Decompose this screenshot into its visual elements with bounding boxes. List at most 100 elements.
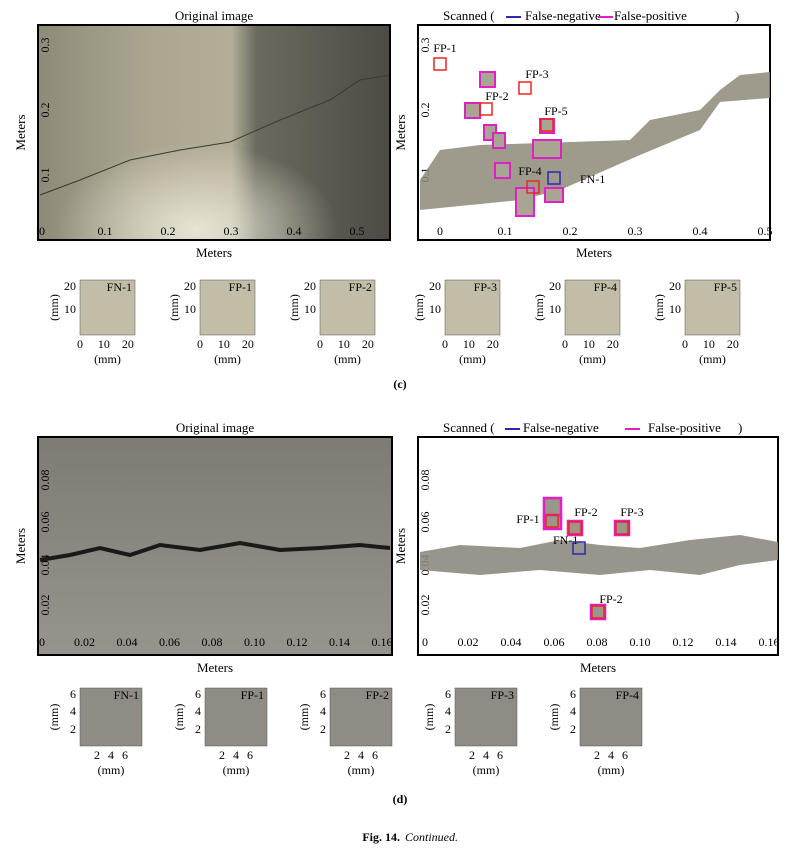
crop-y-axis-label: (mm) <box>167 294 181 321</box>
crop-y-axis-label: (mm) <box>532 294 546 321</box>
x-tick-label: 0 <box>437 224 443 238</box>
axes-frame <box>417 24 771 241</box>
crop-image <box>199 279 256 336</box>
caption-label: Fig. 14. <box>362 830 400 844</box>
crop-y-tick-label: 20 <box>304 279 316 293</box>
x-tick-label: 0 <box>422 635 428 649</box>
crop-y-axis-label: (mm) <box>47 704 61 731</box>
x-tick-label: 0.08 <box>202 635 223 649</box>
x-tick-label: 0.3 <box>224 224 239 238</box>
crop-label: FP-2 <box>349 280 372 294</box>
x-tick-label: 0.06 <box>159 635 180 649</box>
crop-x-tick-label: 6 <box>122 748 128 762</box>
crop-x-tick-label: 10 <box>463 337 475 351</box>
crop-y-tick-label: 6 <box>320 687 326 701</box>
x-tick-label: 0.10 <box>630 635 651 649</box>
y-tick-label: 0.2 <box>38 103 52 118</box>
crop-x-tick-label: 2 <box>469 748 475 762</box>
x-tick-label: 0.12 <box>673 635 694 649</box>
crop-x-axis-label: (mm) <box>473 763 500 777</box>
annotation-box <box>526 180 540 194</box>
x-tick-label: 0.04 <box>501 635 522 649</box>
false-positive-box <box>544 187 564 203</box>
y-tick-label: 0.1 <box>38 168 52 183</box>
legend-label: False-negative <box>525 8 601 23</box>
panel-label: (c) <box>393 377 406 391</box>
x-tick-label: 0.12 <box>287 635 308 649</box>
crop-x-tick-label: 0 <box>562 337 568 351</box>
crop-x-tick-label: 4 <box>483 748 489 762</box>
y-tick-label: 0.3 <box>38 38 52 53</box>
crop-x-tick-label: 4 <box>358 748 364 762</box>
crop-image <box>684 279 741 336</box>
crop-y-tick-label: 6 <box>570 687 576 701</box>
crop-image <box>204 687 268 747</box>
y-tick-label: 0.3 <box>418 38 432 53</box>
false-positive-box <box>532 139 562 159</box>
crop-y-tick-label: 6 <box>195 687 201 701</box>
y-axis-label: Meters <box>393 114 408 150</box>
crop-y-tick-label: 10 <box>549 302 561 316</box>
crop-y-tick-label: 20 <box>549 279 561 293</box>
x-tick-label: 0.02 <box>74 635 95 649</box>
x-tick-label: 0.4 <box>287 224 302 238</box>
annotation-box <box>479 102 493 116</box>
crop-image <box>454 687 518 747</box>
x-tick-label: 0.14 <box>716 635 737 649</box>
y-tick-label: 0.06 <box>38 512 52 533</box>
annotation-label: FP-3 <box>620 505 643 519</box>
x-tick-label: 0.1 <box>98 224 113 238</box>
false-positive-box <box>613 519 631 537</box>
crop-label: FP-2 <box>366 688 389 702</box>
crop-x-tick-label: 6 <box>622 748 628 762</box>
legend-label: False-positive <box>614 8 687 23</box>
crop-x-tick-label: 0 <box>317 337 323 351</box>
false-positive-box <box>464 102 481 119</box>
crop-y-tick-label: 4 <box>70 704 76 718</box>
annotation-label: FP-1 <box>433 41 456 55</box>
crop-y-tick-label: 10 <box>304 302 316 316</box>
crop-x-tick-label: 20 <box>487 337 499 351</box>
crop-label: FP-3 <box>474 280 497 294</box>
crop-x-tick-label: 0 <box>197 337 203 351</box>
false-positive-box <box>515 187 535 217</box>
y-tick-label: 0.2 <box>418 103 432 118</box>
crop-y-tick-label: 10 <box>64 302 76 316</box>
crop-x-tick-label: 20 <box>362 337 374 351</box>
panel-title-close: ) <box>738 420 742 435</box>
crop-x-axis-label: (mm) <box>334 352 361 366</box>
caption-text: Continued. <box>405 830 458 844</box>
annotation-label: FP-5 <box>544 104 567 118</box>
crop-label: FP-5 <box>714 280 737 294</box>
crop-y-axis-label: (mm) <box>412 294 426 321</box>
crop-image <box>444 279 501 336</box>
crop-y-tick-label: 6 <box>445 687 451 701</box>
crop-x-axis-label: (mm) <box>348 763 375 777</box>
y-tick-label: 0.02 <box>38 595 52 616</box>
crop-x-tick-label: 0 <box>442 337 448 351</box>
crop-x-tick-label: 20 <box>727 337 739 351</box>
panel-title: Original image <box>175 8 254 23</box>
crop-y-tick-label: 4 <box>195 704 201 718</box>
panel-title: Scanned ( <box>443 8 495 23</box>
crop-label: FP-4 <box>594 280 617 294</box>
x-axis-label: Meters <box>196 245 232 260</box>
crop-y-tick-label: 10 <box>669 302 681 316</box>
false-negative-box <box>547 171 561 185</box>
crop-x-tick-label: 20 <box>607 337 619 351</box>
crop-y-tick-label: 2 <box>320 722 326 736</box>
crop-x-tick-label: 0 <box>682 337 688 351</box>
false-positive-box <box>566 519 584 537</box>
crop-y-tick-label: 20 <box>184 279 196 293</box>
crop-y-tick-label: 20 <box>669 279 681 293</box>
crop-y-axis-label: (mm) <box>172 704 186 731</box>
crop-y-tick-label: 4 <box>445 704 451 718</box>
annotation-label: FN-1 <box>580 172 605 186</box>
crop-y-axis-label: (mm) <box>547 704 561 731</box>
crop-label: FP-1 <box>229 280 252 294</box>
x-tick-label: 0.14 <box>329 635 350 649</box>
annotation-box <box>518 81 532 95</box>
y-axis-label: Meters <box>393 528 408 564</box>
panel-title-close: ) <box>735 8 739 23</box>
